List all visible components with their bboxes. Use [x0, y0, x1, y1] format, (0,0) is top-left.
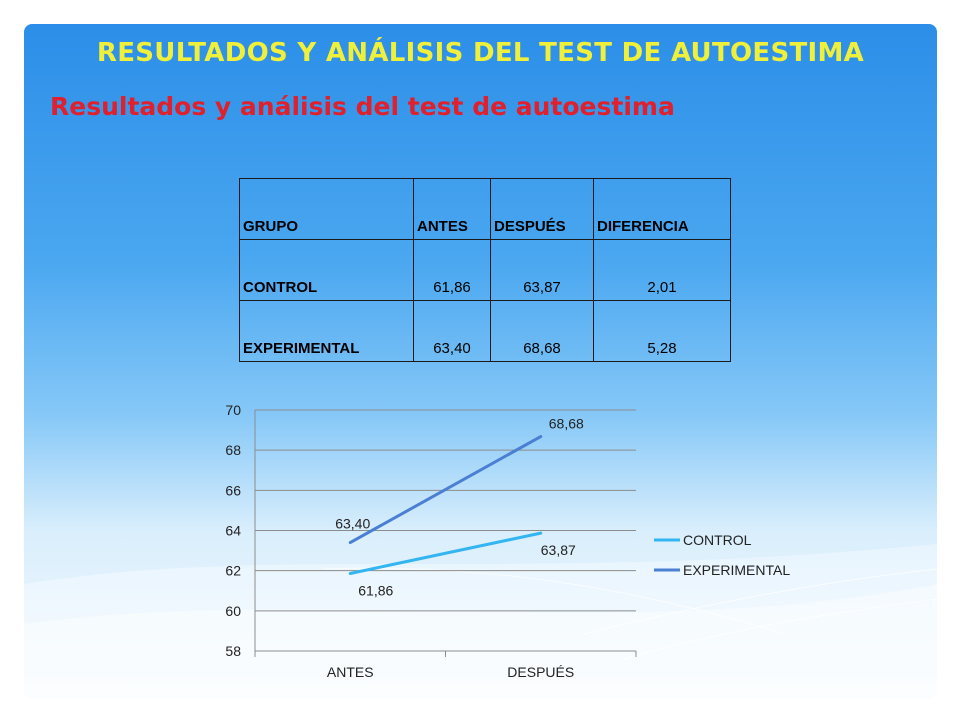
cell-diferencia: 2,01	[593, 239, 731, 301]
slide: RESULTADOS Y ANÁLISIS DEL TEST DE AUTOES…	[24, 24, 937, 699]
cell-diferencia: 5,28	[593, 300, 731, 362]
series-line-experimental	[348, 435, 543, 545]
slide-subtitle: Resultados y análisis del test de autoes…	[50, 92, 675, 121]
x-tick-label: ANTES	[327, 664, 374, 680]
results-table: GRUPO ANTES DESPUÉS DIFERENCIA CONTROL 6…	[239, 178, 731, 362]
data-label: 61,86	[358, 582, 393, 598]
cell-group: EXPERIMENTAL	[239, 300, 414, 362]
cell-group: CONTROL	[239, 239, 414, 301]
table-row: EXPERIMENTAL 63,40 68,68 5,28	[239, 300, 731, 362]
y-tick-label: 58	[225, 643, 241, 659]
table-row: CONTROL 61,86 63,87 2,01	[239, 239, 731, 301]
y-tick-label: 62	[225, 563, 241, 579]
header-grupo: GRUPO	[239, 178, 414, 240]
background-swooshes	[24, 544, 937, 699]
series-line-control	[348, 531, 543, 575]
header-antes: ANTES	[413, 178, 491, 240]
cell-despues: 68,68	[490, 300, 594, 362]
legend-label: CONTROL	[683, 532, 752, 548]
cell-despues: 63,87	[490, 239, 594, 301]
data-label: 63,40	[335, 516, 370, 532]
table-header-row: GRUPO ANTES DESPUÉS DIFERENCIA	[239, 178, 731, 240]
x-tick-label: DESPUÉS	[507, 664, 574, 680]
slide-title: RESULTADOS Y ANÁLISIS DEL TEST DE AUTOES…	[96, 38, 865, 68]
header-despues: DESPUÉS	[490, 178, 594, 240]
y-tick-label: 64	[225, 523, 241, 539]
header-diferencia: DIFERENCIA	[593, 178, 731, 240]
line-chart: 58 60 62 64 66 68 70 ANTES DESPUÉS 61,86 63,87 63,4…	[225, 402, 790, 680]
data-label: 68,68	[549, 416, 584, 432]
cell-antes: 63,40	[413, 300, 491, 362]
data-label: 63,87	[541, 542, 576, 558]
y-tick-label: 70	[225, 402, 241, 418]
y-tick-label: 66	[225, 482, 241, 498]
legend-label: EXPERIMENTAL	[683, 562, 790, 578]
y-tick-label: 60	[225, 603, 241, 619]
y-tick-label: 68	[225, 442, 241, 458]
cell-antes: 61,86	[413, 239, 491, 301]
